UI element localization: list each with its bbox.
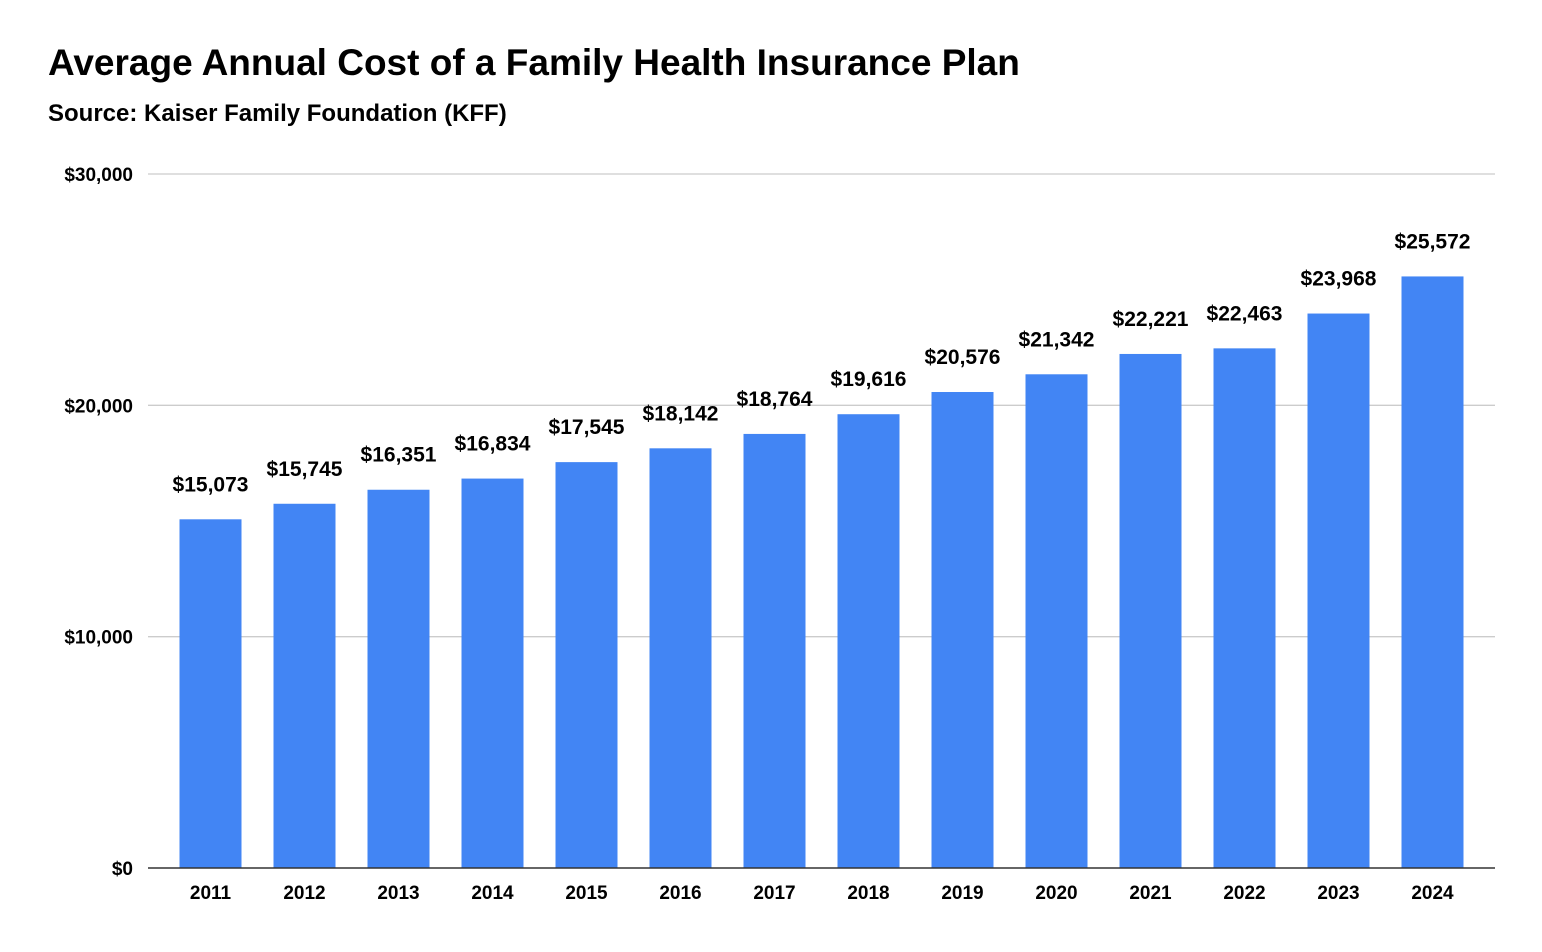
data-label: $20,576 <box>925 346 1001 369</box>
x-tick-label: 2011 <box>190 883 232 904</box>
data-label: $22,221 <box>1113 308 1189 331</box>
bar <box>1307 313 1370 868</box>
data-label: $23,968 <box>1301 268 1377 291</box>
bar <box>367 489 430 868</box>
x-tick-label: 2012 <box>283 883 325 904</box>
x-tick-label: 2013 <box>377 883 419 904</box>
data-label: $17,545 <box>549 416 625 439</box>
bar <box>931 392 994 868</box>
bar <box>179 519 242 868</box>
x-tick-label: 2015 <box>565 883 608 904</box>
bar <box>649 448 712 868</box>
x-tick-label: 2014 <box>471 883 514 904</box>
chart-title: Average Annual Cost of a Family Health I… <box>48 42 1020 83</box>
x-tick-label: 2024 <box>1411 883 1454 904</box>
x-tick-label: 2016 <box>659 883 701 904</box>
x-tick-label: 2022 <box>1223 883 1265 904</box>
x-axis-tick-labels: 2011 2012 2013 2014 2015 2016 2017 2018 2019 2020… <box>190 883 1454 904</box>
x-tick-label: 2021 <box>1129 883 1172 904</box>
data-label: $18,764 <box>737 388 813 411</box>
x-tick-label: 2019 <box>941 883 983 904</box>
bar <box>1119 353 1182 868</box>
data-label: $16,834 <box>455 433 531 456</box>
data-label: $18,142 <box>643 402 719 425</box>
data-label: $25,572 <box>1395 230 1471 253</box>
bar <box>1401 276 1464 868</box>
data-labels: $15,073 $15,745 $16,351 $16,834 $17,545 $18,1… <box>173 230 1471 496</box>
bar <box>1025 374 1088 868</box>
data-label: $15,073 <box>173 473 249 496</box>
y-tick-label: $10,000 <box>64 628 133 649</box>
gridlines <box>148 173 1495 638</box>
y-axis-tick-labels: $0 $10,000 $20,000 $30,000 <box>64 165 133 880</box>
data-label: $15,745 <box>267 458 343 481</box>
x-tick-label: 2018 <box>847 883 889 904</box>
bar <box>273 503 336 868</box>
bar <box>461 478 524 868</box>
y-tick-label: $0 <box>112 859 133 880</box>
bar <box>555 462 618 868</box>
x-tick-label: 2017 <box>753 883 795 904</box>
bar <box>743 433 806 868</box>
data-label: $19,616 <box>831 368 907 391</box>
bar <box>1213 348 1276 868</box>
y-tick-label: $20,000 <box>64 396 133 417</box>
data-label: $21,342 <box>1019 328 1095 351</box>
data-label: $16,351 <box>361 444 437 467</box>
bars <box>179 276 1464 868</box>
data-label: $22,463 <box>1207 302 1283 325</box>
x-tick-label: 2020 <box>1035 883 1077 904</box>
chart-subtitle: Source: Kaiser Family Foundation (KFF) <box>48 100 507 127</box>
y-tick-label: $30,000 <box>64 165 133 186</box>
bar <box>837 414 900 868</box>
x-tick-label: 2023 <box>1317 883 1359 904</box>
